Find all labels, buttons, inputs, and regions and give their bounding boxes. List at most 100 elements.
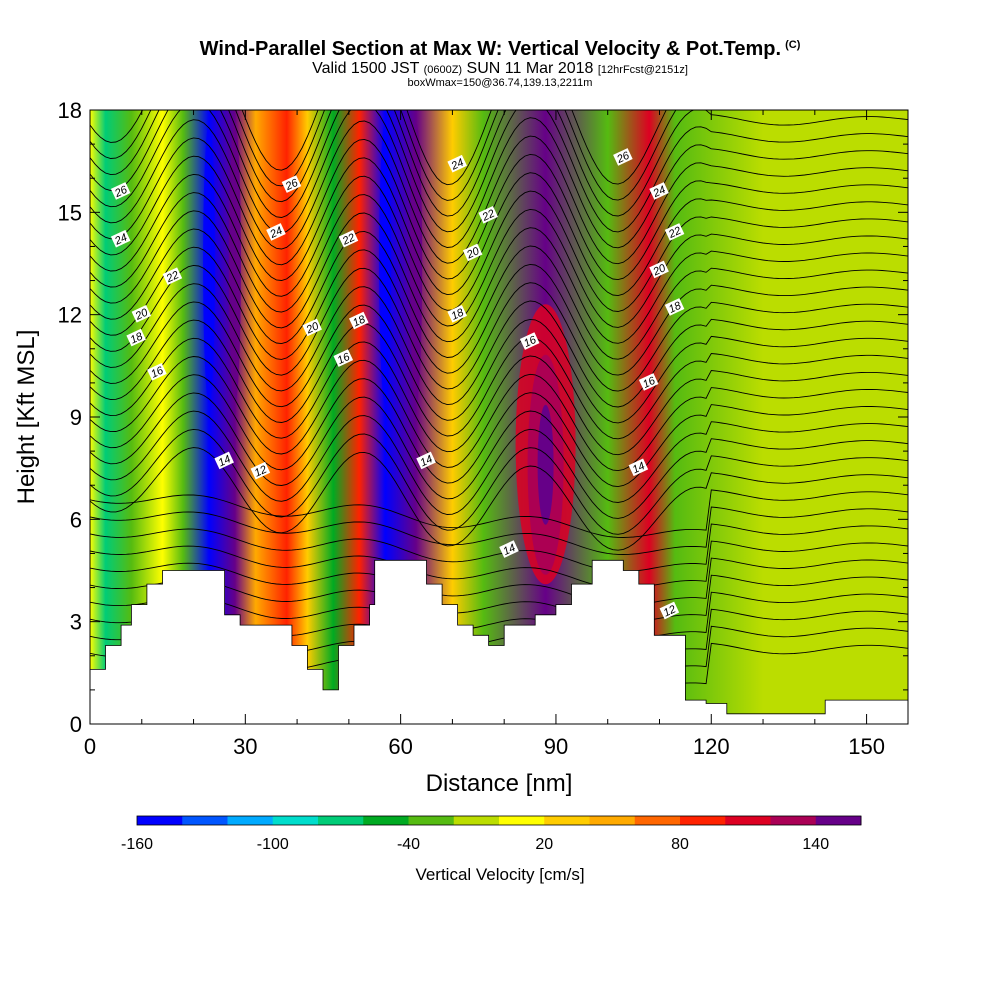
colorbar-tick-label: 20 <box>535 836 553 853</box>
contour-label-28: 12 <box>659 601 680 620</box>
contour-label-18: 18 <box>447 304 467 323</box>
contour-label-text: 16 <box>522 334 539 350</box>
contour-label-text: 20 <box>651 262 669 279</box>
theta-contour-25 <box>90 173 908 312</box>
theta-contour-13 <box>90 392 908 503</box>
contour-label-26: 16 <box>638 373 659 391</box>
contour-label-bg <box>110 182 131 200</box>
theta-contour-29 <box>90 110 908 249</box>
valid-date: SUN 11 Mar 2018 <box>466 60 594 77</box>
contour-label-4: 18 <box>126 328 146 347</box>
contour-label-text: 14 <box>418 453 434 469</box>
x-tick-label: 0 <box>84 734 96 759</box>
contour-label-bg <box>131 304 152 323</box>
contour-label-bg <box>447 304 467 323</box>
x-axis: 0 30 60 90 120 150 <box>84 110 885 759</box>
contour-label-text: 16 <box>641 375 658 391</box>
y-axis-title: Height [Kft MSL] <box>13 330 40 505</box>
contour-label-text: 18 <box>667 299 684 315</box>
forecast-info: [12hrFcst@2151z] <box>597 64 688 76</box>
contour-label-11: 20 <box>302 318 322 337</box>
theta-contour-3 <box>90 591 908 641</box>
x-tick-label: 90 <box>544 734 568 759</box>
contour-label-12: 18 <box>348 311 369 330</box>
contour-label-bg <box>659 601 680 620</box>
contour-label-bg <box>478 205 498 224</box>
terrain-mask <box>90 560 908 724</box>
contour-label-8: 26 <box>281 175 302 193</box>
theta-contour-20 <box>90 264 908 392</box>
theta-contour-10 <box>90 447 908 551</box>
x-axis-title: Distance [nm] <box>426 770 573 797</box>
theta-contour-27 <box>90 137 908 281</box>
contour-label-text: 22 <box>340 232 357 248</box>
contour-label-text: 16 <box>149 364 166 380</box>
theta-contour-12 <box>90 410 908 519</box>
contour-label-text: 12 <box>253 464 269 480</box>
contour-label-5: 16 <box>147 362 167 381</box>
contour-label-bg <box>447 154 467 173</box>
colorbar-swatch-8 <box>499 816 545 825</box>
colorbar-swatch-12 <box>680 816 726 825</box>
contour-label-15: 24 <box>447 154 467 173</box>
colorbar-swatch-6 <box>408 816 455 825</box>
contour-label-bg <box>302 318 322 337</box>
colorbar-swatch-3 <box>272 816 319 825</box>
contour-label-0: 26 <box>110 182 131 201</box>
theta-contour-6 <box>90 540 908 590</box>
contour-label-text: 14 <box>501 542 517 558</box>
contour-label-3: 20 <box>131 304 152 323</box>
colorbar-swatch-11 <box>634 816 681 825</box>
theta-contour-9 <box>90 489 908 538</box>
contour-label-text: 26 <box>112 184 130 201</box>
y-tick-label: 15 <box>58 200 82 225</box>
theta-contour-17 <box>90 319 908 440</box>
theta-contour-28 <box>90 119 908 265</box>
contour-label-bg <box>649 182 669 200</box>
theta-contour-18 <box>90 301 908 424</box>
terrain-outline <box>90 559 908 715</box>
colorbar-swatch-2 <box>227 816 274 825</box>
theta-contour-30 <box>90 110 908 233</box>
contour-label-16: 22 <box>478 205 498 224</box>
theta-contour-15 <box>90 356 908 472</box>
x-tick-label: 30 <box>233 734 257 759</box>
contour-label-text: 20 <box>133 306 151 323</box>
contour-label-text: 24 <box>651 184 668 200</box>
valid-utc: (0600Z) <box>423 64 463 76</box>
theta-contour-22 <box>90 228 908 360</box>
valid-time: Valid 1500 JST <box>312 60 420 77</box>
y-tick-label: 6 <box>70 507 82 532</box>
theta-contour-23 <box>90 210 908 344</box>
y-tick-label: 0 <box>70 712 82 737</box>
contour-label-text: 24 <box>267 225 284 241</box>
contour-label-23: 22 <box>664 223 685 241</box>
contour-label-text: 26 <box>614 149 632 166</box>
colorbar-tick-label: -100 <box>257 836 289 853</box>
theta-contour-14 <box>90 374 908 488</box>
x-tick-label: 60 <box>388 734 412 759</box>
colorbar-swatch-7 <box>453 816 500 825</box>
contour-label-text: 22 <box>480 208 497 224</box>
contour-label-bg <box>462 243 483 262</box>
colorbar-swatch-1 <box>182 816 228 825</box>
theta-contour-5 <box>90 557 908 607</box>
contour-label-17: 20 <box>462 243 483 262</box>
contour-label-text: 18 <box>351 313 368 329</box>
chart-subtitle: Valid 1500 JST (0600Z) SUN 11 Mar 2018 [… <box>0 60 1000 78</box>
chart-title: Wind-Parallel Section at Max W: Vertical… <box>199 38 801 60</box>
x-tick-label: 120 <box>693 734 730 759</box>
contour-label-bg <box>664 223 685 241</box>
contour-label-20: 14 <box>499 540 519 558</box>
velocity-core-12 <box>410 123 423 404</box>
theta-contours <box>90 110 908 692</box>
colorbar-frame <box>136 815 862 826</box>
copyright-mark: (C) <box>785 39 801 51</box>
contour-label-bg <box>649 260 669 279</box>
y-tick-label: 18 <box>58 98 82 123</box>
theta-contour-21 <box>90 246 908 376</box>
contour-label-bg <box>499 540 519 558</box>
contour-label-13: 16 <box>333 349 354 367</box>
contour-label-bg <box>638 373 659 391</box>
colorbar-swatch-10 <box>589 816 636 825</box>
